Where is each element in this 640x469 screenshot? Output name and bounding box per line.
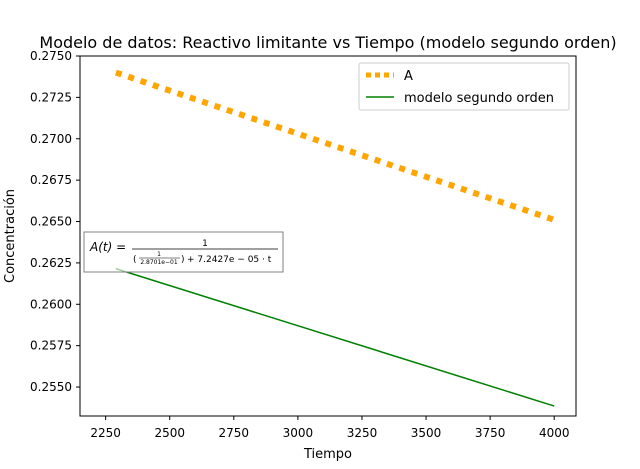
equation-box (83, 231, 284, 273)
equation-lhs: A(t) = (89, 240, 126, 254)
legend: A modelo segundo orden (358, 62, 570, 111)
x-tick-label: 4000 (539, 426, 570, 440)
plot-area (79, 55, 577, 417)
legend-label-model: modelo segundo orden (404, 91, 554, 106)
y-tick-label: 0.2700 (30, 132, 72, 146)
equation-annotation: A(t) = 1 ( 1 2.8701e−01 ) + 7.2427e − 05… (83, 231, 284, 273)
series-layer (114, 69, 556, 407)
y-tick-label: 0.2650 (30, 215, 72, 229)
x-axis-label: Tiempo (303, 447, 352, 462)
y-tick-label: 0.2675 (30, 173, 72, 187)
y-tick-label: 0.2575 (30, 339, 72, 353)
y-tick-label: 0.2725 (30, 90, 72, 104)
x-tick-label: 2250 (90, 426, 121, 440)
equation-inner-numerator: 1 (157, 251, 161, 258)
x-axis: 2250 2500 2750 3000 3250 3500 3750 4000 (90, 416, 569, 440)
chart-title: Modelo de datos: Reactivo limitante vs T… (39, 33, 616, 52)
equation-paren-open: ( (133, 255, 137, 265)
legend-box (358, 62, 570, 111)
x-tick-label: 3250 (347, 426, 378, 440)
y-tick-label: 0.2600 (30, 297, 72, 311)
x-tick-label: 3000 (283, 426, 314, 440)
equation-numerator: 1 (202, 239, 208, 249)
plot-frame (79, 55, 577, 417)
x-tick-label: 2500 (154, 426, 185, 440)
y-tick-label: 0.2625 (30, 256, 72, 270)
series-line-model (115, 267, 555, 407)
x-tick-label: 3750 (475, 426, 506, 440)
equation-paren-close: ) (181, 255, 185, 265)
x-tick-label: 2750 (219, 426, 250, 440)
y-tick-label: 0.2550 (30, 380, 72, 394)
equation-tail: + 7.2427e − 05 · t (187, 255, 272, 265)
y-axis: 0.2550 0.2575 0.2600 0.2625 0.2650 0.2675 0.27… (30, 49, 80, 394)
x-tick-label: 3500 (411, 426, 442, 440)
equation-inner-denominator: 2.8701e−01 (140, 259, 178, 266)
y-tick-label: 0.2750 (30, 49, 72, 63)
y-axis-label: Concentración (3, 189, 18, 283)
legend-label-a: A (404, 69, 413, 84)
